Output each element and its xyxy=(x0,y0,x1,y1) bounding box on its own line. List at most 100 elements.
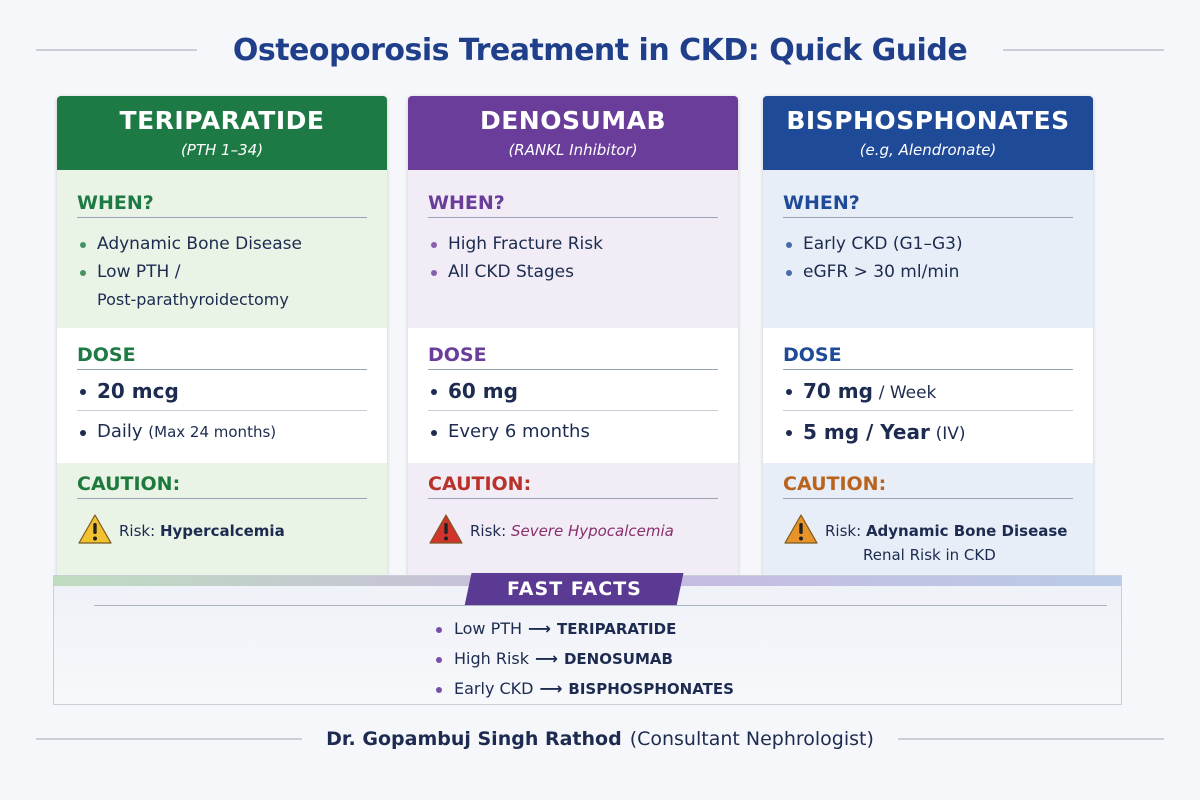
dose-item: Every 6 months xyxy=(428,411,718,449)
caution-text: Risk: Hypercalcemia xyxy=(119,513,285,543)
facts-title: FAST FACTS xyxy=(506,578,642,600)
risk-name: Hypercalcemia xyxy=(159,522,285,540)
risk-name: Severe Hypocalcemia xyxy=(510,522,674,540)
when-text: Low PTH / xyxy=(97,262,181,282)
divider xyxy=(94,605,1107,606)
section-label: WHEN? xyxy=(428,192,718,218)
dose-main: 5 mg / Year xyxy=(803,420,930,444)
card-name: DENOSUMAB xyxy=(479,106,667,135)
card-header: BISPHOSPHONATES (e.g, Alendronate) xyxy=(763,96,1093,170)
risk-prefix: Risk: xyxy=(825,522,862,540)
dose-main: Daily xyxy=(97,421,143,442)
fact-item: High Risk ⟶ DENOSUMAB xyxy=(432,644,734,674)
section-label: DOSE xyxy=(428,344,718,370)
dose-extra: (Max 24 months) xyxy=(148,423,277,441)
dose-item: 20 mcg xyxy=(77,370,367,411)
dose-main: 60 mg xyxy=(448,379,518,403)
dose-extra: (IV) xyxy=(935,424,966,444)
divider xyxy=(1003,49,1164,51)
card-header: TERIPARATIDE (PTH 1–34) xyxy=(57,96,387,170)
caution-row: Risk: Severe Hypocalcemia xyxy=(428,513,718,545)
card: TERIPARATIDE (PTH 1–34) WHEN? Adynamic Bone… xyxy=(57,96,387,576)
section-label: CAUTION: xyxy=(77,473,367,499)
dose-section: DOSE 20 mcg Daily (Max 24 months) xyxy=(57,328,387,463)
when-list: High Fracture Risk All CKD Stages xyxy=(428,230,718,286)
fact-from: High Risk xyxy=(454,649,530,668)
when-text: Post-parathyroidectomy xyxy=(97,290,289,309)
dose-item: 60 mg xyxy=(428,370,718,411)
arrow: ⟶ xyxy=(535,649,558,668)
divider xyxy=(36,49,197,51)
facts-tab: FAST FACTS xyxy=(464,573,684,606)
risk-name: Renal Risk in CKD xyxy=(863,546,996,564)
card-subtitle: (RANKL Inhibitor) xyxy=(508,141,638,159)
section-label: DOSE xyxy=(77,344,367,370)
author-role: (Consultant Nephrologist) xyxy=(629,728,874,750)
dose-extra: / Week xyxy=(878,383,937,403)
card-subtitle: (e.g, Alendronate) xyxy=(859,141,997,159)
fact-from: Low PTH xyxy=(454,619,523,638)
caution-text: Risk: Severe Hypocalcemia xyxy=(470,513,674,543)
card-name: TERIPARATIDE xyxy=(119,106,325,135)
section-label: CAUTION: xyxy=(428,473,718,499)
card-subtitle: (PTH 1–34) xyxy=(180,141,264,159)
dose-item: Daily (Max 24 months) xyxy=(77,411,367,449)
dose-section: DOSE 60 mg Every 6 months xyxy=(408,328,738,463)
facts-list: Low PTH ⟶ TERIPARATIDE High Risk ⟶ DENOSUMAB E… xyxy=(432,614,734,704)
arrow: ⟶ xyxy=(528,619,551,638)
when-text: Early CKD (G1–G3) xyxy=(803,234,963,254)
page-title: Osteoporosis Treatment in CKD: Quick Gui… xyxy=(232,32,968,68)
section-label: CAUTION: xyxy=(783,473,1073,499)
card-name: BISPHOSPHONATES xyxy=(786,106,1070,135)
caution-row: Risk: Hypercalcemia xyxy=(77,513,367,545)
section-label: WHEN? xyxy=(783,192,1073,218)
caution-section: CAUTION: Risk: Adynamic Bone Disease Renal… xyxy=(763,463,1093,576)
fact-item: Low PTH ⟶ TERIPARATIDE xyxy=(432,614,734,644)
dose-item: 70 mg / Week xyxy=(783,370,1073,411)
when-text: Adynamic Bone Disease xyxy=(97,234,302,254)
fact-item: Early CKD ⟶ BISPHOSPHONATES xyxy=(432,674,734,704)
card-header: DENOSUMAB (RANKL Inhibitor) xyxy=(408,96,738,170)
fast-facts: FAST FACTS Low PTH ⟶ TERIPARATIDE High Risk… xyxy=(53,573,1122,705)
risk-prefix: Risk: xyxy=(470,522,507,540)
caution-row: Risk: Adynamic Bone Disease Renal Risk in… xyxy=(783,513,1073,567)
warning-icon xyxy=(784,514,818,544)
dose-list: 60 mg Every 6 months xyxy=(428,370,718,449)
when-item: eGFR > 30 ml/min xyxy=(783,258,1073,286)
card: DENOSUMAB (RANKL Inhibitor) WHEN? High Frac… xyxy=(408,96,738,576)
when-list: Adynamic Bone Disease Low PTH / Post-parat… xyxy=(77,230,367,314)
warning-icon xyxy=(78,514,112,544)
dose-main: Every 6 months xyxy=(448,421,590,442)
caution-section: CAUTION: Risk: Hypercalcemia xyxy=(57,463,387,576)
when-section: WHEN? Adynamic Bone Disease Low PTH / Post-… xyxy=(57,170,387,328)
when-item: Low PTH / Post-parathyroidectomy xyxy=(77,258,367,314)
when-section: WHEN? High Fracture Risk All CKD Stages xyxy=(408,170,738,328)
dose-item: 5 mg / Year (IV) xyxy=(783,411,1073,451)
when-section: WHEN? Early CKD (G1–G3) eGFR > 30 ml/min xyxy=(763,170,1093,328)
when-item: Adynamic Bone Disease xyxy=(77,230,367,258)
card: BISPHOSPHONATES (e.g, Alendronate) WHEN? Ea… xyxy=(763,96,1093,576)
dose-main: 20 mcg xyxy=(97,379,179,403)
when-text: All CKD Stages xyxy=(448,262,574,282)
dose-list: 70 mg / Week 5 mg / Year (IV) xyxy=(783,370,1073,451)
divider xyxy=(897,738,1165,740)
caution-text: Risk: Adynamic Bone Disease Renal Risk in… xyxy=(825,513,1067,567)
when-item: High Fracture Risk xyxy=(428,230,718,258)
fact-from: Early CKD xyxy=(454,679,534,698)
fact-to: TERIPARATIDE xyxy=(556,620,677,638)
risk-prefix: Risk: xyxy=(119,522,156,540)
title-bar: Osteoporosis Treatment in CKD: Quick Gui… xyxy=(0,22,1200,78)
author-name: Dr. Gopambuj Singh Rathod xyxy=(326,728,622,750)
divider xyxy=(36,738,303,740)
dose-main: 70 mg xyxy=(803,379,873,403)
caution-section: CAUTION: Risk: Severe Hypocalcemia xyxy=(408,463,738,576)
when-item: All CKD Stages xyxy=(428,258,718,286)
dose-list: 20 mcg Daily (Max 24 months) xyxy=(77,370,367,449)
when-list: Early CKD (G1–G3) eGFR > 30 ml/min xyxy=(783,230,1073,286)
section-label: WHEN? xyxy=(77,192,367,218)
section-label: DOSE xyxy=(783,344,1073,370)
footer: Dr. Gopambuj Singh Rathod (Consultant Ne… xyxy=(0,722,1200,756)
when-text: eGFR > 30 ml/min xyxy=(803,262,960,282)
arrow: ⟶ xyxy=(539,679,563,698)
